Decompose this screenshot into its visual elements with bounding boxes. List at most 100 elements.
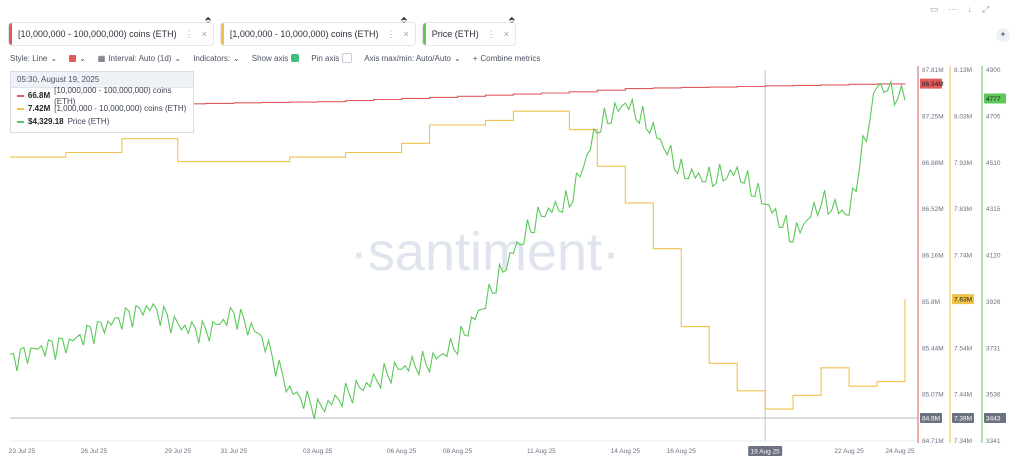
close-icon[interactable]: × [503,29,509,39]
tooltip-value: 7.42M [28,104,51,113]
y-tick-label: 85.07M [922,392,944,399]
pin-icon[interactable]: ⬘ [205,15,212,24]
y-tick-label: 4510 [986,160,1001,167]
tooltip-label: [10,000,000 - 100,000,000) coins (ETH) [54,85,172,106]
low-value-label: 84.9M [922,416,940,423]
calendar-icon: ▦ [97,53,106,63]
x-tick-label: 29 Jul 25 [165,448,192,455]
y-tick-label: 8.03M [954,113,972,120]
tooltip-row: 7.42M [1,000,000 - 10,000,000) coins (ETH… [11,103,193,114]
y-tick-label: 87.25M [922,113,944,120]
last-value-badge [952,294,974,305]
metric-tab-label: [10,000,000 - 100,000,000) coins (ETH) [18,29,177,39]
y-tick-label: 87.81M [922,67,944,74]
cursor-date-label: 19 Aug 25 [751,449,781,456]
metric-tab-price[interactable]: Price (ETH) ⋮ × ⬘ [421,15,516,46]
indicators-select[interactable]: Indicators: ⌄ [193,54,240,63]
pin-axis-label: Pin axis [311,53,340,63]
color-swatch [69,54,77,62]
metric-color-bar [9,23,12,45]
low-value-label: 3443 [986,416,1001,423]
share-icon[interactable]: ⋯ [948,4,958,14]
x-tick-label: 16 Aug 25 [667,448,697,455]
tooltip-date: 05:30, August 19, 2025 [11,72,193,88]
combine-label: Combine metrics [480,53,541,63]
metric-color-bar [220,23,224,45]
y-tick-label: 4705 [986,113,1001,120]
more-icon[interactable]: ⋮ [486,28,496,39]
low-value-label: 7.39M [954,416,972,423]
y-tick-label: 3926 [986,299,1001,306]
y-tick-label: 86.16M [922,253,944,260]
more-icon[interactable]: ⋮ [184,28,194,39]
show-axis-toggle[interactable]: Show axis [251,53,300,63]
series-swatch [17,120,24,123]
series-swatch [17,107,24,110]
y-tick-label: 7.83M [954,206,972,213]
combine-metrics-button[interactable]: + Combine metrics [473,54,541,63]
y-tick-label: 7.34M [954,438,972,445]
image-icon[interactable]: ▭ [930,4,939,14]
color-select[interactable]: ⌄ [69,54,86,63]
checkbox-empty-icon[interactable] [342,53,353,63]
series-line-green [9,79,906,420]
y-tick-label: 3536 [986,392,1001,399]
axis-maxmin-label: Axis max/min: Auto/Auto [364,53,451,63]
style-label: Style: Line [10,53,48,63]
x-tick-label: 14 Aug 25 [611,448,641,455]
close-icon[interactable]: × [201,29,207,39]
low-value-badge [984,413,1006,423]
y-tick-label: 84.71M [922,438,944,445]
last-value-label: 86.94M [922,81,944,88]
pin-axis-toggle[interactable]: Pin axis [311,53,353,63]
pin-icon[interactable]: ⬘ [400,15,408,24]
fullscreen-icon[interactable]: ⤢ [982,4,990,14]
metric-color-bar [422,23,426,45]
low-value-badge [952,413,974,423]
interval-select[interactable]: ▦ Interval: Auto (1d) ⌄ [98,54,181,63]
chevron-down-icon: ⌄ [453,53,461,63]
tooltip-row: 66.8M [10,000,000 - 100,000,000) coins (E… [11,86,193,106]
series-swatch [17,94,24,97]
metric-tab-label: Price (ETH) [431,29,479,39]
close-icon[interactable]: × [403,29,409,39]
download-icon[interactable]: ↓ [967,4,973,14]
y-tick-label: 4120 [986,253,1001,260]
tooltip-label: Price (ETH) [67,117,110,126]
low-value-badge [920,413,942,423]
chart-tooltip: 05:30, August 19, 2025 66.8M [10,000,000 … [10,71,194,133]
pin-icon[interactable]: ⬘ [508,15,515,24]
y-tick-label: 3731 [986,345,1001,352]
axis-maxmin-select[interactable]: Axis max/min: Auto/Auto ⌄ [364,54,460,63]
settings-icon[interactable]: ✦ [996,28,1010,42]
tooltip-value: $4,329.18 [28,117,64,126]
checkbox-checked-icon[interactable] [291,54,300,62]
series-line-yellow [10,110,906,410]
metric-tab-large-holders[interactable]: [10,000,000 - 100,000,000) coins (ETH) ⋮… [8,15,214,46]
tooltip-row: $4,329.18 Price (ETH) [11,116,193,127]
x-tick-label: 03 Aug 25 [303,448,333,455]
more-icon[interactable]: ⋮ [386,28,396,39]
style-select[interactable]: Style: Line ⌄ [10,54,57,63]
y-tick-label: 85.8M [922,299,940,306]
cursor-date-badge [748,446,783,456]
show-axis-label: Show axis [251,53,289,63]
interval-label: Interval: Auto (1d) [108,53,172,63]
y-tick-label: 7.44M [954,392,972,399]
y-tick-label: 3341 [986,438,1001,445]
metric-tabs: [10,000,000 - 100,000,000) coins (ETH) ⋮… [8,15,516,46]
last-value-badge [920,78,942,89]
x-tick-label: 26 Jul 25 [81,448,108,455]
x-tick-label: 22 Aug 25 [834,448,864,455]
plus-icon: + [472,53,478,63]
y-tick-label: 4315 [986,206,1001,213]
metric-tab-mid-holders[interactable]: [1,000,000 - 10,000,000) coins (ETH) ⋮ ×… [219,15,416,46]
y-tick-label: 85.44M [922,345,944,352]
tooltip-label: [1,000,000 - 10,000,000) coins (ETH) [54,104,187,113]
watermark: ·santiment· [350,222,620,282]
y-tick-label: 7.93M [954,160,972,167]
x-tick-label: 11 Aug 25 [527,448,556,455]
chevron-down-icon: ⌄ [233,53,240,63]
y-tick-label: 4900 [986,67,1001,74]
